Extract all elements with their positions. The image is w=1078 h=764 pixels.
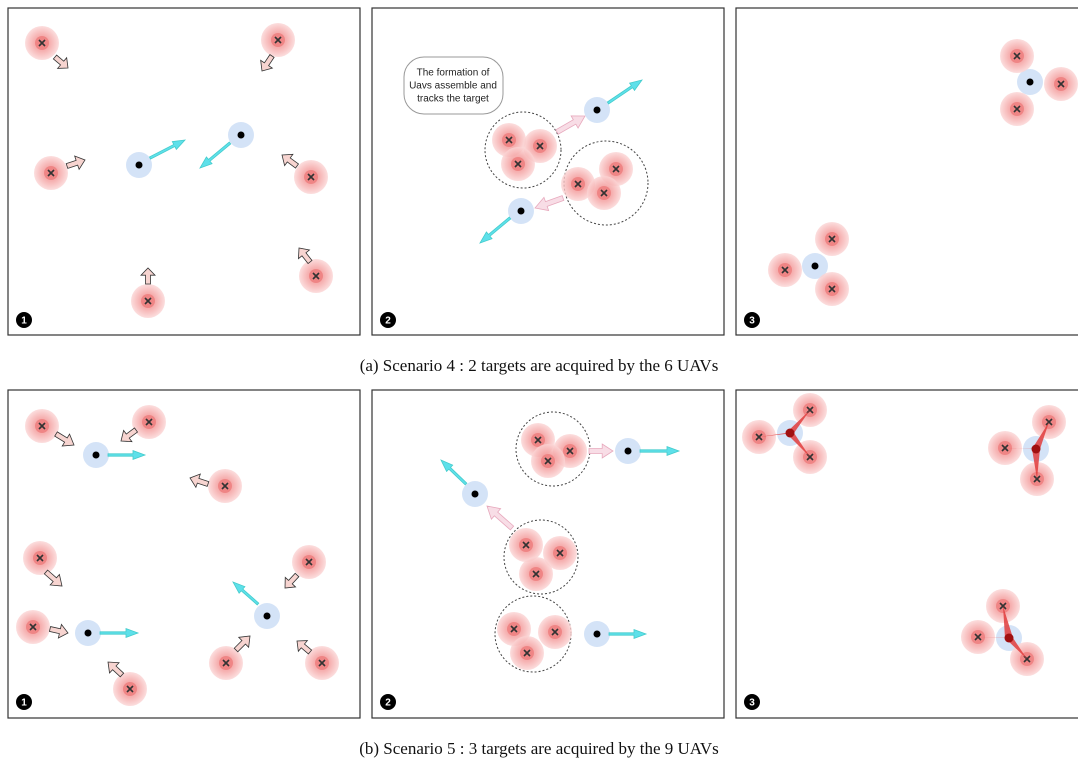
- target-dot: [264, 613, 271, 620]
- move-arrow: [609, 630, 646, 639]
- move-arrow: [141, 268, 155, 284]
- target-dot: [518, 208, 525, 215]
- move-arrow: [556, 116, 585, 134]
- panel-number: 1: [21, 698, 27, 709]
- target-dot: [93, 452, 100, 459]
- move-arrow: [535, 196, 564, 211]
- move-arrow: [49, 624, 68, 638]
- figure: The formation of Uavs assemble and track…: [0, 0, 1078, 764]
- move-arrow: [234, 636, 250, 652]
- target-dot: [238, 132, 245, 139]
- panel-number: 2: [385, 698, 391, 709]
- move-arrow: [108, 662, 124, 677]
- callout-text: tracks the target: [417, 94, 489, 105]
- move-arrow: [190, 474, 209, 487]
- move-arrow: [200, 142, 231, 168]
- move-arrow: [53, 55, 68, 68]
- target-dot: [136, 162, 143, 169]
- hub: [1032, 445, 1041, 454]
- move-arrow: [285, 573, 299, 588]
- move-arrow: [121, 428, 137, 442]
- target-dot: [594, 631, 601, 638]
- move-arrow: [298, 248, 312, 264]
- move-arrow: [441, 460, 467, 485]
- move-arrow: [589, 444, 613, 458]
- move-arrow: [282, 154, 298, 168]
- target-dot: [1027, 79, 1034, 86]
- callout-text: The formation of: [417, 68, 490, 79]
- move-arrow: [149, 140, 185, 159]
- move-arrow: [66, 156, 85, 169]
- panel-number: 2: [385, 316, 391, 327]
- move-arrow: [607, 80, 642, 104]
- move-arrow: [297, 641, 312, 654]
- hub: [786, 429, 795, 438]
- caption: (a) Scenario 4 : 2 targets are acquired …: [360, 356, 719, 375]
- move-arrow: [261, 55, 274, 71]
- move-arrow: [487, 506, 514, 530]
- move-arrow: [108, 451, 145, 460]
- panel-number: 3: [749, 698, 755, 709]
- caption: (b) Scenario 5 : 3 targets are acquired …: [359, 739, 719, 758]
- target-dot: [625, 448, 632, 455]
- target-dot: [85, 630, 92, 637]
- move-arrow: [100, 629, 138, 638]
- hub: [1005, 634, 1014, 643]
- panel-number: 1: [21, 316, 27, 327]
- move-arrow: [55, 432, 74, 446]
- target-dot: [472, 491, 479, 498]
- callout-text: Uavs assemble and: [409, 81, 497, 92]
- move-arrow: [480, 217, 511, 243]
- move-arrow: [233, 582, 259, 605]
- panel-number: 3: [749, 316, 755, 327]
- target-dot: [594, 107, 601, 114]
- move-arrow: [640, 447, 679, 456]
- move-arrow: [44, 570, 62, 586]
- callout: The formation of Uavs assemble and track…: [404, 57, 503, 114]
- target-dot: [812, 263, 819, 270]
